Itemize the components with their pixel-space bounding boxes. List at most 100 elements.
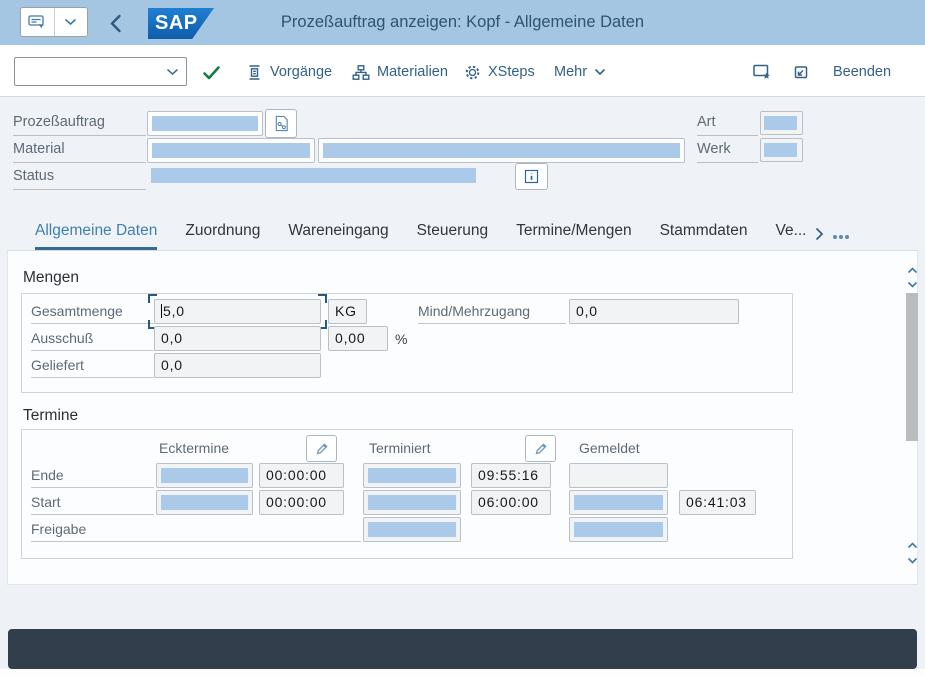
ausschuss-field[interactable]: 0,0 (154, 326, 321, 351)
ende-ecktermin-date-field[interactable] (156, 463, 253, 488)
text-cursor (161, 304, 162, 318)
art-field[interactable] (760, 111, 803, 135)
scroll-down-button-bottom[interactable] (905, 554, 919, 566)
redacted-value-bar (574, 495, 663, 510)
new-session-button[interactable] (791, 60, 809, 84)
options-dropdown-button[interactable] (53, 8, 87, 36)
command-field (14, 57, 187, 86)
ecktermine-edit-button[interactable] (306, 435, 337, 462)
redacted-value-bar (323, 143, 680, 158)
material-field[interactable] (147, 138, 315, 163)
gesamtmenge-field[interactable]: 5,0 (154, 299, 321, 324)
start-gemeldet-date-field[interactable] (569, 490, 668, 515)
scroll-up-button[interactable] (905, 264, 919, 276)
ende-ecktermin-time-field[interactable]: 00:00:00 (259, 463, 344, 488)
freigabe-gemeldet-date-field[interactable] (569, 517, 668, 542)
allgemeine-daten-panel: Mengen Gesamtmenge 5,0 KG Mind/Mehrzugan… (7, 250, 918, 585)
start-ecktermin-time-field[interactable]: 00:00:00 (259, 490, 344, 515)
vorgaenge-button[interactable]: Vorgänge (246, 60, 332, 84)
start-terminiert-time: 06:00:00 (478, 494, 539, 510)
start-row-label: Start (31, 490, 154, 515)
geliefert-field[interactable]: 0,0 (154, 353, 321, 378)
gear-icon (464, 64, 481, 81)
unit-field[interactable]: KG (328, 299, 367, 324)
ausschuss-percent-field[interactable]: 0,00 (328, 326, 388, 351)
start-ecktermin-time: 00:00:00 (266, 494, 327, 510)
interaction-options-button[interactable] (21, 8, 54, 36)
percent-sign: % (395, 331, 408, 347)
tab-allgemeine-daten[interactable]: Allgemeine Daten (35, 222, 158, 250)
green-check-icon (202, 65, 221, 81)
ende-gemeldet-date-field[interactable] (569, 463, 668, 488)
werk-field[interactable] (760, 138, 803, 162)
hierarchy-sitemap-icon (352, 64, 370, 81)
material-description-field[interactable] (318, 138, 685, 163)
tab-ve-truncated[interactable]: Ve... (775, 222, 807, 239)
terminiert-column-header: Terminiert (369, 440, 431, 456)
art-label: Art (697, 110, 758, 136)
start-gemeldet-time-field[interactable]: 06:41:03 (679, 490, 756, 515)
material-label: Material (13, 137, 146, 163)
scrollbar-thumb[interactable] (906, 293, 918, 441)
prozessauftrag-field[interactable] (147, 111, 263, 136)
sap-logo: SAP (148, 8, 214, 39)
chevron-down-icon (64, 18, 77, 26)
chevron-down-icon[interactable] (166, 68, 179, 76)
scroll-up-button-bottom[interactable] (905, 539, 919, 551)
freigabe-row-label: Freigabe (31, 517, 361, 542)
ausschuss-value: 0,0 (161, 330, 183, 346)
start-ecktermin-date-field[interactable] (156, 490, 253, 515)
freigabe-terminiert-date-field[interactable] (363, 517, 461, 542)
ende-terminiert-date-field[interactable] (363, 463, 461, 488)
tab-overflow-button[interactable] (832, 234, 850, 250)
application-toolbar: Vorgänge Materialien XSteps Mehr (0, 45, 925, 97)
more-menu-button[interactable]: Mehr (554, 60, 606, 84)
mind-mehrzugang-field[interactable]: 0,0 (569, 299, 739, 324)
start-gemeldet-time: 06:41:03 (686, 494, 747, 510)
tab-steuerung[interactable]: Steuerung (416, 222, 489, 239)
mengen-group-box (21, 293, 793, 393)
enter-confirm-button[interactable] (202, 61, 221, 85)
tab-termine-mengen[interactable]: Termine/Mengen (516, 222, 632, 239)
xsteps-button[interactable]: XSteps (464, 60, 535, 84)
master-recipe-button[interactable] (265, 109, 297, 138)
chevron-down-icon (594, 68, 606, 76)
okcode-input[interactable] (19, 59, 159, 84)
materialien-button[interactable]: Materialien (352, 60, 448, 84)
tab-strip: Allgemeine Daten Zuordnung Wareneingang … (0, 215, 925, 250)
prozessauftrag-label: Prozeßauftrag (13, 110, 146, 136)
status-redacted-bar (151, 168, 476, 183)
sap-logo-text: SAP (155, 12, 198, 34)
termine-group-title: Termine (23, 407, 79, 424)
tab-stammdaten[interactable]: Stammdaten (659, 222, 748, 239)
create-shortcut-button[interactable] (752, 60, 772, 84)
start-terminiert-date-field[interactable] (363, 490, 461, 515)
redacted-value-bar (152, 116, 258, 131)
werk-label: Werk (697, 137, 758, 163)
tab-wareneingang[interactable]: Wareneingang (288, 222, 389, 239)
terminiert-edit-button[interactable] (525, 435, 556, 462)
redacted-value-bar (764, 116, 797, 130)
redacted-value-bar (764, 143, 797, 157)
ecktermine-column-header: Ecktermine (159, 440, 230, 456)
status-info-button[interactable] (515, 163, 548, 190)
ausschuss-percent-value: 0,00 (335, 330, 366, 346)
start-terminiert-time-field[interactable]: 06:00:00 (471, 490, 551, 515)
ende-row-label: Ende (31, 463, 154, 488)
ende-terminiert-time: 09:55:16 (478, 467, 539, 483)
tab-scroll-next-button[interactable] (815, 227, 824, 250)
ende-terminiert-time-field[interactable]: 09:55:16 (471, 463, 551, 488)
pencil-icon (534, 442, 548, 456)
ende-ecktermin-time: 00:00:00 (266, 467, 327, 483)
back-button[interactable] (102, 11, 128, 35)
materialien-label: Materialien (377, 64, 448, 80)
page-title: Prozeßauftrag anzeigen: Kopf - Allgemein… (280, 13, 645, 31)
three-dots-icon (832, 234, 850, 240)
scroll-down-button[interactable] (905, 278, 919, 290)
status-label: Status (13, 164, 146, 190)
shell-header: SAP Prozeßauftrag anzeigen: Kopf - Allge… (0, 0, 925, 45)
boxed-i-info-icon (524, 169, 539, 184)
tab-zuordnung[interactable]: Zuordnung (185, 222, 261, 239)
exit-button[interactable]: Beenden (833, 60, 891, 84)
